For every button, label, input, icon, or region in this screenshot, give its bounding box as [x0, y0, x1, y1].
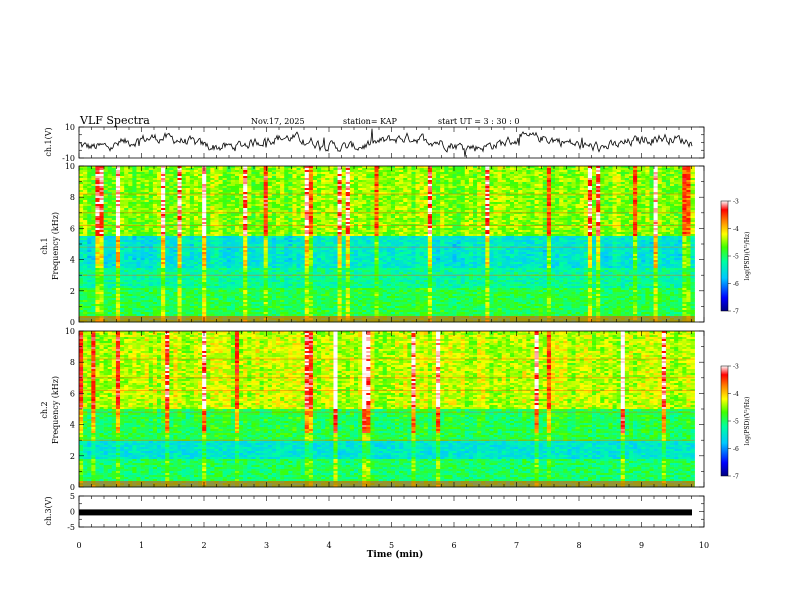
x-tick-label: 0: [76, 541, 81, 550]
y-tick-label: 10: [65, 162, 75, 171]
colorbar-tick-label: -4: [733, 226, 739, 233]
x-tick-label: 2: [201, 541, 206, 550]
x-axis-label: Time (min): [367, 549, 424, 560]
ch1-spectrogram-ylabel: Frequency (kHz): [51, 212, 60, 280]
colorbar-tick-label: -5: [733, 419, 739, 426]
x-tick-label: 1: [139, 541, 144, 550]
colorbar-tick-label: -6: [733, 281, 739, 288]
ch2-spectrogram-panel: 0 2 4 6 8 10: [65, 327, 705, 492]
start-time-label: start UT = 3 : 30 : 0: [438, 117, 519, 126]
y-tick-label: 0: [70, 483, 75, 492]
y-tick-label: 8: [70, 358, 75, 367]
y-tick-label: -5: [67, 523, 75, 532]
x-tick-label: 4: [326, 541, 331, 550]
y-tick-label: 6: [70, 224, 75, 233]
y-tick-label: -10: [62, 154, 75, 163]
ch2-spectrogram-ylabel-channel: ch.2: [40, 401, 49, 418]
y-tick-label: 5: [70, 492, 75, 501]
ch2-colorbar-label: log(PSD)(V²/Hz): [744, 397, 751, 446]
chart-title: VLF Spectra: [79, 114, 150, 127]
colorbar-tick-label: -7: [733, 474, 739, 481]
y-tick-label: 0: [70, 508, 75, 517]
colorbar-tick-label: -5: [733, 254, 739, 261]
y-tick-label: 10: [65, 327, 75, 336]
spectrogram-image: [79, 166, 695, 323]
x-tick-label: 9: [639, 541, 644, 550]
y-tick-label: 4: [70, 256, 75, 265]
y-tick-label: 2: [70, 287, 75, 296]
ch2-colorbar-gradient: [720, 365, 729, 477]
x-tick-label: 8: [576, 541, 581, 550]
colorbar-tick-label: -3: [733, 364, 739, 371]
colorbar-tick-label: -4: [733, 391, 739, 398]
y-tick-label: 0: [70, 318, 75, 327]
ch1-colorbar-label: log(PSD)(V²/Hz): [744, 232, 751, 281]
date-label: Nov.17, 2025: [251, 117, 305, 126]
y-tick-label: 10: [65, 123, 75, 132]
ch2-colorbar: -3 -4 -5 -6 -7 log(PSD)(V²/Hz): [720, 364, 751, 481]
x-tick-label: 7: [514, 541, 519, 550]
ch3-voltage-ylabel: ch.3(V): [44, 496, 53, 525]
ch3-signal-line: [79, 509, 692, 516]
colorbar-tick-label: -3: [733, 199, 739, 206]
colorbar-tick-label: -7: [733, 309, 739, 316]
x-tick-label: 3: [264, 541, 269, 550]
spectrogram-image: [79, 331, 695, 488]
x-tick-label: 10: [699, 541, 709, 550]
y-tick-label: 8: [70, 193, 75, 202]
ch2-spectrogram-ylabel: Frequency (kHz): [51, 376, 60, 444]
colorbar-tick-label: -6: [733, 446, 739, 453]
y-tick-label: 2: [70, 452, 75, 461]
ch1-spectrogram-ylabel-channel: ch.1: [40, 237, 49, 254]
ch1-waveform-line: [78, 128, 693, 157]
ch1-spectrogram-panel: 0 2 4 6 8 10: [65, 162, 705, 327]
ch1-waveform-panel: 10 -10: [62, 123, 705, 163]
ch1-voltage-ylabel: ch.1(V): [44, 127, 53, 156]
ch3-signal-panel: 50-50 1 2 3 4 5 6 7 8 9 10: [67, 492, 709, 550]
y-tick-label: 4: [70, 421, 75, 430]
station-label: station= KAP: [343, 117, 398, 126]
x-tick-label: 6: [451, 541, 456, 550]
ch1-colorbar: -3 -4 -5 -6 -7 log(PSD)(V²/Hz): [720, 199, 751, 316]
ch1-colorbar-gradient: [720, 200, 729, 312]
y-tick-label: 6: [70, 389, 75, 398]
x-tick-label: 5: [389, 541, 394, 550]
